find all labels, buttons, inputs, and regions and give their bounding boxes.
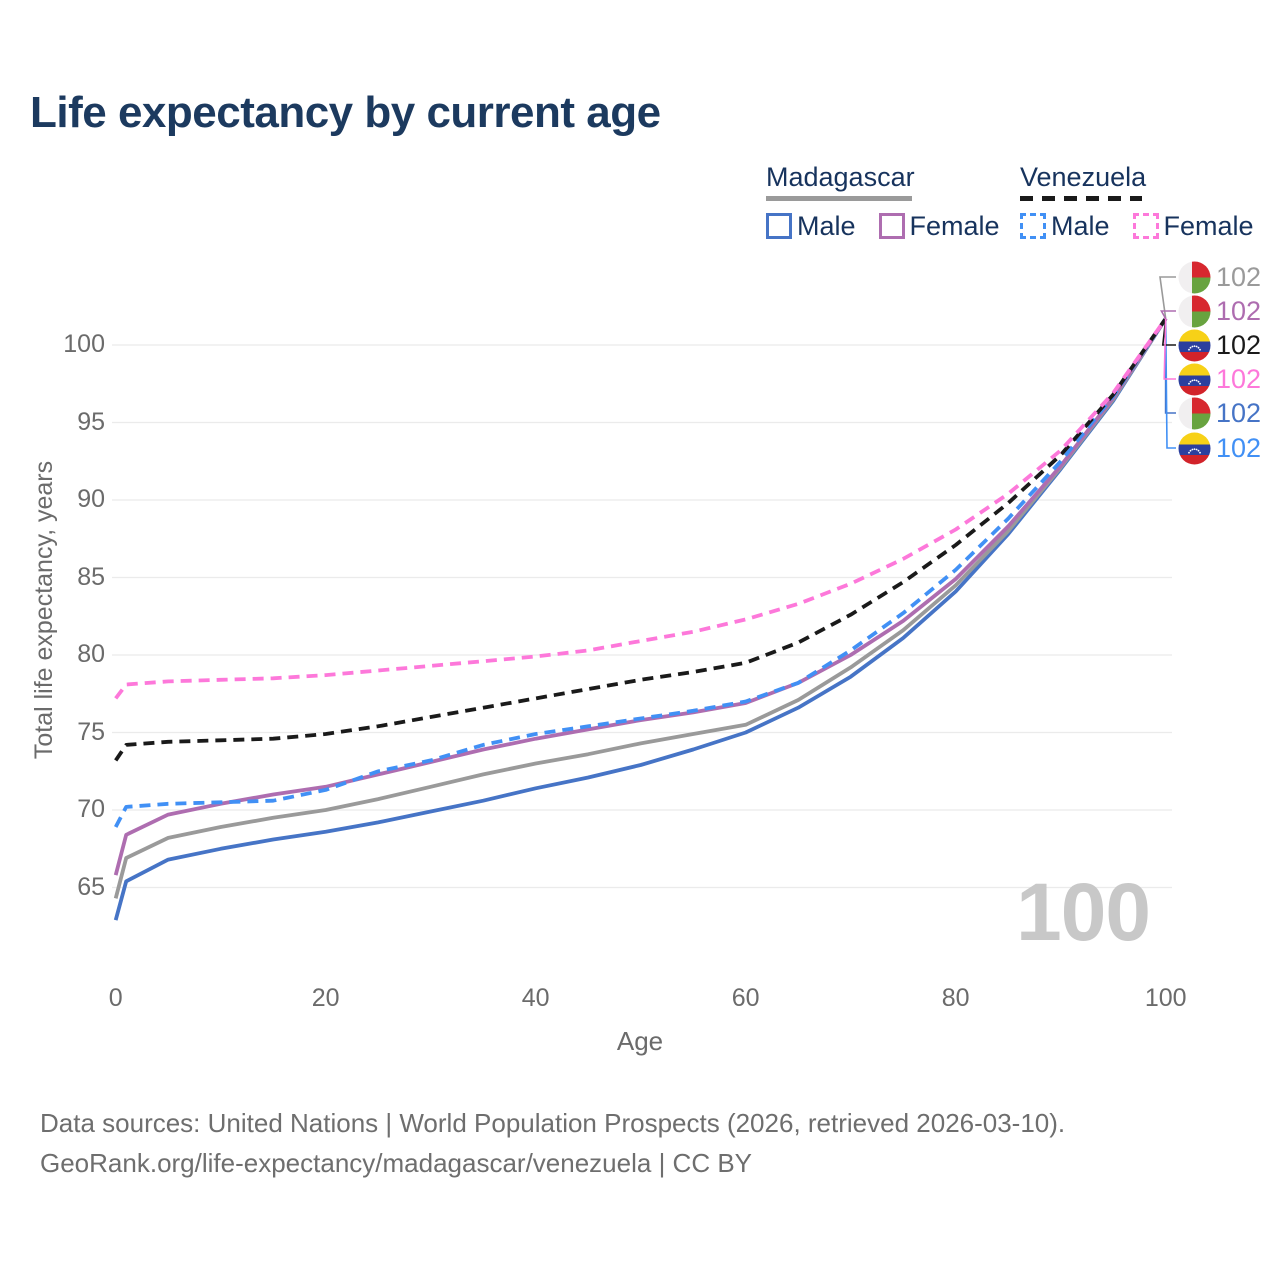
legend-item-madagascar-male[interactable]: Male: [766, 211, 856, 242]
series-line-venezuela-female: [114, 317, 1168, 700]
end-label-value: 102: [1216, 296, 1262, 326]
flag-icon-venezuela: [1178, 432, 1211, 465]
legend-line-sample-venezuela: [1020, 196, 1142, 201]
x-tick-0: 0: [108, 984, 123, 1012]
x-tick-80: 80: [941, 984, 970, 1012]
legend-label-madagascar-male: Male: [797, 210, 856, 241]
leader-line-venezuela-female: [1163, 318, 1176, 380]
series-line-madagascar-male: [113, 317, 1168, 921]
y-tick-95: 95: [77, 407, 105, 436]
end-label-venezuela-male: 102: [1178, 432, 1261, 465]
legend-group-venezuela: Venezuela Male Female: [1020, 162, 1254, 242]
y-tick-65: 65: [77, 872, 105, 901]
legend-swatch-venezuela-female: [1132, 213, 1159, 239]
series-line-madagascar-female: [113, 317, 1168, 876]
x-tick-20: 20: [311, 984, 340, 1012]
flag-icon-madagascar: [1178, 397, 1211, 430]
legend-item-venezuela-female[interactable]: Female: [1132, 210, 1254, 242]
y-tick-85: 85: [77, 562, 105, 591]
y-tick-80: 80: [77, 640, 105, 668]
x-tick-100: 100: [1144, 984, 1187, 1012]
flag-icon-venezuela: [1178, 329, 1211, 362]
end-label-venezuela-female: 102: [1178, 363, 1261, 396]
flag-icon-madagascar: [1178, 261, 1211, 294]
legend-item-madagascar-female[interactable]: Female: [878, 210, 1000, 242]
x-tick-60: 60: [731, 984, 760, 1012]
legend-swatch-madagascar-male: [766, 213, 792, 239]
legend-swatch-venezuela-male: [1020, 213, 1046, 239]
end-label-madagascar-both-sexes: 102: [1178, 261, 1261, 294]
legend-label-venezuela-female: Female: [1163, 210, 1254, 241]
legend-group-title-madagascar: Madagascar: [766, 162, 915, 192]
legend-label-madagascar-female: Female: [909, 210, 1000, 241]
footer-source-line: Data sources: United Nations | World Pop…: [40, 1108, 1066, 1138]
y-tick-100: 100: [63, 330, 105, 358]
end-label-value: 102: [1216, 364, 1262, 394]
end-label-value: 102: [1216, 433, 1262, 463]
legend-group-title-venezuela: Venezuela: [1020, 162, 1147, 192]
footer-attribution-line: GeoRank.org/life-expectancy/madagascar/v…: [40, 1148, 753, 1178]
y-tick-90: 90: [77, 485, 105, 513]
legend-item-venezuela-male[interactable]: Male: [1020, 211, 1110, 242]
page-title: Life expectancy by current age: [30, 88, 661, 137]
legend-label-venezuela-male: Male: [1051, 210, 1110, 241]
leader-line-madagascar-female: [1160, 310, 1176, 319]
legend-group-madagascar: Madagascar Male Female: [766, 162, 1000, 242]
legend-swatch-madagascar-female: [878, 213, 905, 239]
y-tick-75: 75: [77, 717, 105, 746]
end-label-venezuela-both-sexes: 102: [1178, 329, 1261, 362]
end-label-madagascar-female: 102: [1178, 295, 1261, 328]
series-line-madagascar-both-sexes: [113, 317, 1168, 899]
end-label-value: 102: [1216, 262, 1262, 292]
leader-line-venezuela-male: [1164, 318, 1176, 449]
series-line-venezuela-both-sexes: [114, 317, 1168, 762]
legend-line-sample-madagascar: [766, 196, 912, 201]
flag-icon-madagascar: [1178, 295, 1211, 328]
leader-line-madagascar-both-sexes: [1159, 276, 1176, 319]
end-label-value: 102: [1216, 398, 1262, 428]
age-watermark: 100: [1016, 867, 1151, 958]
y-tick-70: 70: [77, 795, 105, 823]
y-axis-title: Total life expectancy, years: [30, 460, 58, 760]
x-axis-title: Age: [616, 1026, 664, 1056]
end-label-value: 102: [1216, 330, 1262, 360]
series-line-venezuela-male: [114, 317, 1168, 828]
flag-icon-venezuela: [1178, 363, 1211, 396]
end-label-madagascar-male: 102: [1178, 397, 1261, 430]
x-tick-40: 40: [521, 984, 550, 1012]
